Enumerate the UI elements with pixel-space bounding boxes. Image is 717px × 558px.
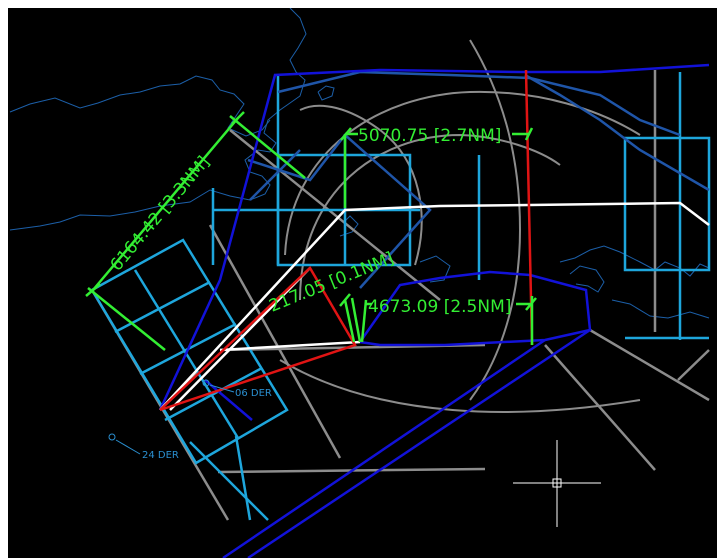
dim-6164-line — [92, 117, 239, 291]
runway-label-06-der: 06 DER — [235, 388, 272, 399]
runway-label-24-der: 24 DER — [142, 450, 179, 461]
box-sw-line — [114, 280, 211, 334]
runway-end-icon — [108, 433, 116, 441]
arc-inner — [299, 104, 423, 266]
dark-blue-path — [524, 73, 710, 192]
runway-24-marker: 24 DER — [108, 433, 179, 461]
coastline-east — [559, 245, 710, 277]
red-triangle — [159, 266, 357, 412]
dim-6164-tick — [85, 283, 101, 297]
coastline-se — [611, 299, 710, 319]
box-sw-line — [234, 435, 252, 521]
dim-5070-tick — [524, 127, 534, 141]
cad-viewport[interactable]: 6164.42 [3.3NM] 5070.75 [2.7NM] 217.05 [… — [8, 8, 717, 558]
dimension-graphics — [85, 111, 537, 351]
box-sw-line — [164, 366, 263, 422]
blue-route — [358, 270, 592, 347]
coastline-main — [9, 8, 307, 231]
runway-end-leader — [209, 384, 235, 393]
drawing-canvas[interactable]: 6164.42 [3.3NM] 5070.75 [2.7NM] 217.05 [… — [8, 8, 717, 558]
white-path — [219, 340, 361, 352]
dim-4673-leader — [360, 299, 368, 343]
grey-line — [544, 344, 656, 471]
dim-6164-ext — [229, 115, 306, 179]
coastline-cove — [569, 265, 605, 293]
dim-217-leader — [350, 297, 362, 343]
coastline-inlet — [419, 255, 451, 283]
dim-4673-tick — [525, 297, 537, 311]
crosshair-cursor-icon — [513, 440, 601, 527]
white-path — [159, 201, 710, 411]
grey-line — [229, 129, 441, 301]
dim-5070-tick — [340, 127, 352, 141]
arc-outer — [284, 90, 641, 256]
runway-06-marker: 06 DER — [202, 379, 272, 399]
dimension-label-4673[interactable]: 4673.09 [2.5NM] — [368, 297, 511, 317]
blue-route — [247, 328, 591, 558]
dim-4673-tick — [339, 293, 351, 307]
arc-east — [469, 39, 522, 401]
arc-far — [279, 359, 641, 413]
dim-6164-tick — [231, 111, 245, 125]
dark-blue-path — [249, 149, 301, 201]
blue-route — [222, 338, 546, 558]
grey-line — [589, 328, 710, 402]
runway-end-leader — [115, 439, 141, 455]
box-sw-line — [189, 441, 269, 521]
dimension-label-5070[interactable]: 5070.75 [2.7NM] — [358, 126, 501, 146]
blue-route — [158, 63, 710, 411]
grey-line — [208, 224, 342, 459]
dim-217-leader — [343, 299, 356, 343]
crosshair-pickbox — [552, 478, 562, 488]
blue-route-lines — [158, 63, 710, 558]
blue-route — [204, 379, 253, 421]
grey-arcs — [279, 39, 641, 413]
grey-line — [677, 349, 710, 381]
coastline-island — [317, 85, 335, 101]
runway-end-icon — [202, 379, 210, 387]
dim-6164-ext — [87, 287, 166, 351]
